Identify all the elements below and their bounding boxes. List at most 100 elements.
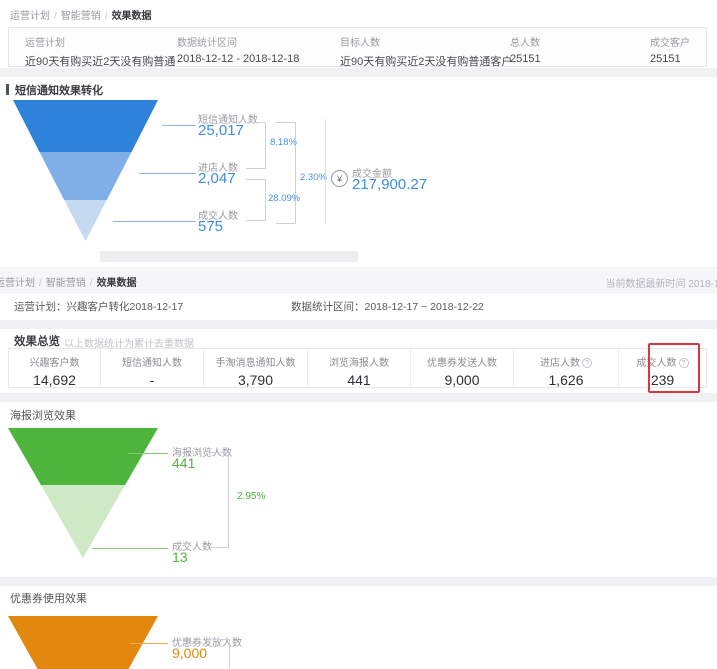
stat-value: 14,692	[33, 372, 76, 388]
section-divider	[0, 68, 717, 77]
stat-label: 浏览海报人数	[329, 358, 389, 369]
breadcrumb: 运营计划/智能营销/效果数据	[10, 7, 152, 22]
stat-label: 短信通知人数	[122, 358, 182, 369]
stat-app-message-notified: 手淘消息通知人数 3,790	[204, 349, 308, 388]
connector-line	[139, 173, 196, 174]
stat-interest-customers: 兴趣客户数 14,692	[9, 349, 101, 388]
poster-conversion-rate: 2.95%	[237, 491, 266, 502]
section-divider	[0, 320, 717, 329]
poster-step-2-label: 成交人数	[172, 542, 212, 553]
stat-range-text: 数据统计区间：2018-12-17 ~ 2018-12-22	[291, 301, 484, 313]
connector-line	[128, 453, 168, 454]
coupon-funnel-chart	[8, 616, 158, 669]
rate-bracket-1-2	[246, 122, 266, 169]
field-label: 运营计划	[25, 38, 65, 49]
stat-store-visitors: 进店人数? 1,626	[514, 349, 619, 388]
field-value: 近90天有购买近2天没有购普通客户	[340, 56, 513, 68]
stat-label: 优惠券发送人数	[427, 358, 497, 369]
plan-summary-card: 运营计划 近90天有购买近2天没有购普通 数据统计区间 2018-12-12 -…	[8, 27, 707, 68]
stat-value: 9,000	[444, 372, 480, 388]
info-icon[interactable]: ?	[678, 358, 689, 368]
breadcrumb-item-marketing[interactable]: 智能营销	[60, 11, 101, 22]
summary-field-audience: 目标人数 近90天有购买近2天没有购普通客户	[340, 34, 513, 68]
highlight-annotation-box	[648, 343, 700, 393]
field-label: 数据统计区间	[177, 38, 237, 49]
connector-line	[92, 548, 168, 549]
connector-line	[162, 125, 196, 126]
funnel-step-2-label: 进店人数	[198, 163, 238, 174]
breadcrumb-item-plan[interactable]: 运营计划	[10, 11, 50, 22]
field-value: 25151	[510, 53, 541, 65]
conversion-rate-2-3: 28.09%	[268, 193, 301, 204]
stat-label: 手淘消息通知人数	[215, 358, 296, 369]
field-label: 成交客户	[650, 38, 690, 49]
coupon-section-title: 优惠券使用效果	[10, 593, 87, 605]
funnel-step-3-label: 成交人数	[198, 211, 238, 222]
breadcrumb-separator: /	[54, 11, 57, 22]
funnel-step-2-shape	[40, 485, 126, 558]
funnel-step-1-shape	[8, 428, 158, 485]
stat-sms-notified: 短信通知人数 -	[101, 349, 204, 388]
poster-step-1-label: 海报浏览人数	[172, 448, 232, 459]
field-value: 近90天有购买近2天没有购普通	[25, 56, 176, 68]
breadcrumb-bar: 运营计划/智能营销/效果数据 当前数据最新时间 2018-12	[0, 267, 717, 293]
stat-value: 239	[650, 372, 675, 388]
field-label: 目标人数	[340, 38, 380, 49]
overview-stats-table: 兴趣客户数 14,692 短信通知人数 - 手淘消息通知人数 3,790 浏览海…	[8, 348, 707, 388]
stat-label: 兴趣客户数	[29, 358, 80, 369]
stat-coupons-sent: 优惠券发送人数 9,000	[411, 349, 514, 388]
data-updated-time: 当前数据最新时间 2018-12	[605, 279, 717, 290]
stat-value: 3,790	[237, 372, 274, 388]
screenshot-seam-bar	[100, 251, 358, 262]
poster-funnel-chart	[8, 428, 158, 558]
vertical-divider	[325, 119, 326, 224]
breadcrumb-item-current: 效果数据	[111, 11, 152, 22]
overview-title: 效果总览	[14, 336, 60, 348]
summary-field-plan: 运营计划 近90天有购买近2天没有购普通	[25, 34, 177, 68]
funnel-step-3-value: 575	[198, 218, 224, 235]
stat-deal-customers: 成交人数? 239	[619, 349, 706, 388]
funnel-step-3-shape	[64, 200, 107, 241]
breadcrumb-item-current: 效果数据	[96, 278, 137, 289]
yen-icon: ¥	[331, 170, 348, 187]
summary-field-deal-customers: 成交客户 25151	[650, 34, 706, 66]
field-value: 2018-12-12 - 2018-12-18	[177, 53, 300, 65]
funnel-step-2-value: 2,047	[198, 170, 236, 187]
stat-poster-viewers: 浏览海报人数 441	[308, 349, 411, 388]
breadcrumb-separator: /	[39, 278, 42, 289]
funnel-step-1-value: 25,017	[198, 122, 244, 139]
summary-field-total: 总人数 25151	[510, 34, 650, 66]
funnel-step-2-shape	[39, 152, 132, 200]
funnel-step-1-shape	[13, 100, 158, 152]
conversion-rate-overall: 2.30%	[300, 172, 327, 183]
poster-step-1-value: 441	[172, 455, 196, 471]
deal-amount-label: 成交金额	[352, 169, 392, 180]
breadcrumb-item-marketing[interactable]: 智能营销	[45, 278, 86, 289]
coupon-step-1-label: 优惠券发放人数	[172, 638, 242, 649]
breadcrumb-separator: /	[89, 278, 93, 289]
summary-field-range: 数据统计区间 2018-12-12 - 2018-12-18	[177, 34, 340, 66]
breadcrumb-item-plan[interactable]: 运营计划	[0, 278, 35, 289]
stat-value: 1,626	[548, 372, 584, 388]
rate-bracket-overall	[276, 122, 296, 224]
field-label: 总人数	[510, 38, 540, 49]
section-divider	[0, 393, 717, 402]
breadcrumb: 运营计划/智能营销/效果数据	[0, 274, 137, 289]
breadcrumb-separator: /	[104, 11, 108, 22]
sms-funnel-chart	[13, 100, 158, 241]
coupon-step-1-value: 9,000	[172, 645, 208, 661]
poster-section-title: 海报浏览效果	[10, 410, 76, 422]
deal-amount-value: 217,900.27	[352, 176, 428, 193]
sms-funnel-section-title: 短信通知效果转化	[15, 85, 103, 97]
overview-caption: 以上数据统计为累计去重数据	[64, 339, 194, 350]
funnel-step-1-label: 短信通知人数	[198, 115, 258, 126]
info-icon[interactable]: ?	[582, 358, 592, 368]
stat-label: 成交人数?	[619, 354, 706, 369]
stat-value: -	[149, 372, 155, 388]
connector-line	[130, 643, 168, 644]
stat-label: 进店人数?	[514, 354, 618, 369]
connector-line	[113, 221, 196, 222]
rate-bracket-2-3	[246, 179, 266, 221]
field-value: 25151	[650, 53, 681, 65]
